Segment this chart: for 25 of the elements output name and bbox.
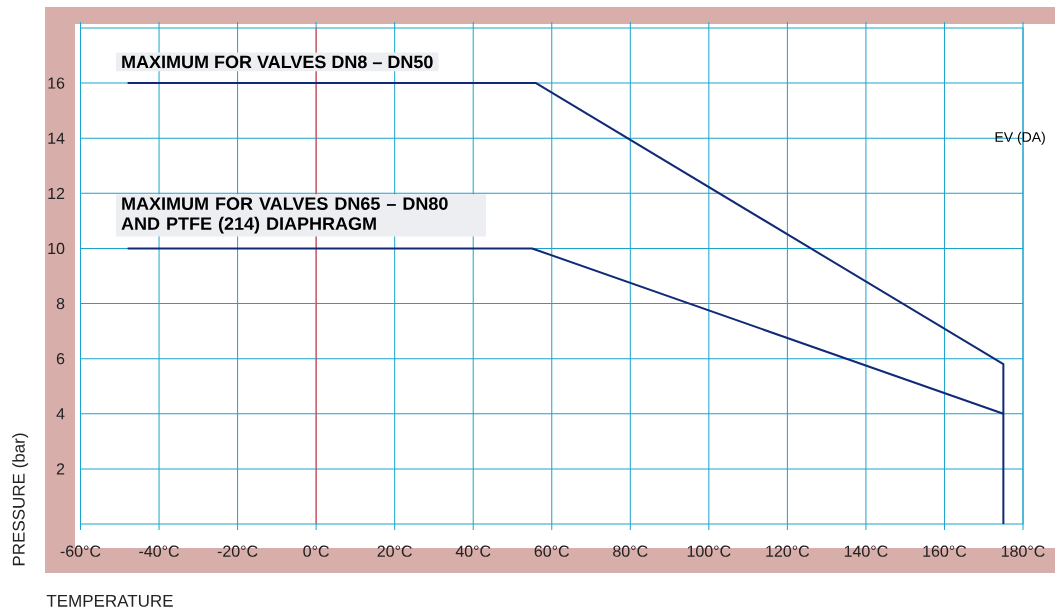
x-tick-label: -20°C [217, 545, 258, 557]
x-tick-label: 120°C [766, 545, 810, 557]
x-tick-label: 60°C [534, 545, 570, 557]
y-tick-label: 14 [48, 132, 65, 144]
x-tick-label: -60°C [60, 545, 101, 557]
y-tick-label: 2 [56, 463, 65, 475]
x-tick-label: 140°C [844, 545, 888, 557]
annotation: MAXIMUM FOR VALVES DN65 – DN80 AND PTFE (214) DIAPHRAGM [121, 197, 448, 234]
y-tick-label: 8 [56, 297, 65, 310]
x-tick-label: -40°C [139, 545, 179, 557]
y-tick-label: 10 [48, 242, 65, 255]
x-tick-label: 180°C [1001, 545, 1045, 557]
x-axis-title: TEMPERATURE [46, 594, 173, 607]
x-tick-label: 100°C [687, 545, 731, 557]
y-tick-label: 16 [48, 77, 65, 89]
y-tick-label: 12 [48, 187, 65, 199]
y-tick-label: 6 [56, 353, 65, 365]
x-tick-label: 40°C [455, 545, 491, 557]
annotation: MAXIMUM FOR VALVES DN8 – DN50 [122, 55, 433, 69]
y-axis-title: PRESSURE (bar) [12, 433, 29, 566]
x-tick-label: 80°C [613, 545, 648, 557]
x-tick-label: 0°C [303, 545, 329, 557]
x-tick-label: 160°C [923, 545, 967, 557]
y-tick-label: 4 [56, 408, 65, 420]
x-tick-label: 20°C [377, 545, 412, 557]
